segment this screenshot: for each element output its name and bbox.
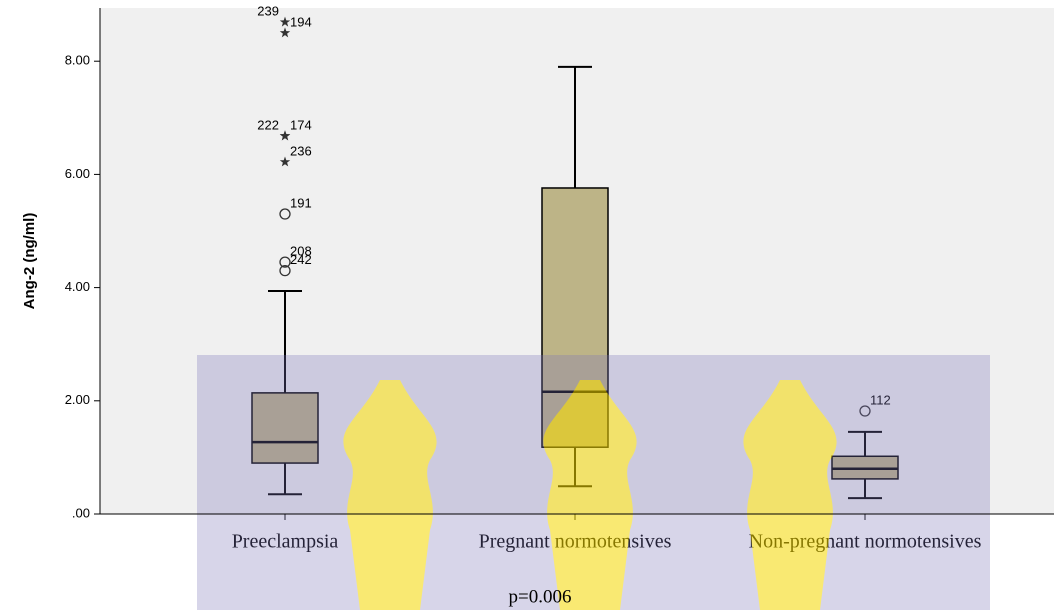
case-label: 239 (257, 4, 279, 19)
y-tick-label: 8.00 (65, 53, 90, 68)
chart: .002.004.006.008.00Preeclampsia242208191… (0, 0, 1054, 610)
annotation: p=0.006 (509, 586, 572, 607)
case-label: 191 (290, 195, 312, 210)
y-tick-label: 6.00 (65, 166, 90, 181)
y-tick-label: .00 (72, 505, 90, 520)
y-tick-label: 2.00 (65, 392, 90, 407)
case-label: 236 (290, 143, 312, 158)
case-label: 208 (290, 244, 312, 259)
case-label: 222 (257, 117, 279, 132)
y-axis-label: Ang-2 (ng/ml) (21, 213, 38, 310)
y-tick-label: 4.00 (65, 279, 90, 294)
case-label: 194 (290, 14, 312, 29)
case-label: 174 (290, 117, 312, 132)
watermark (197, 355, 990, 610)
